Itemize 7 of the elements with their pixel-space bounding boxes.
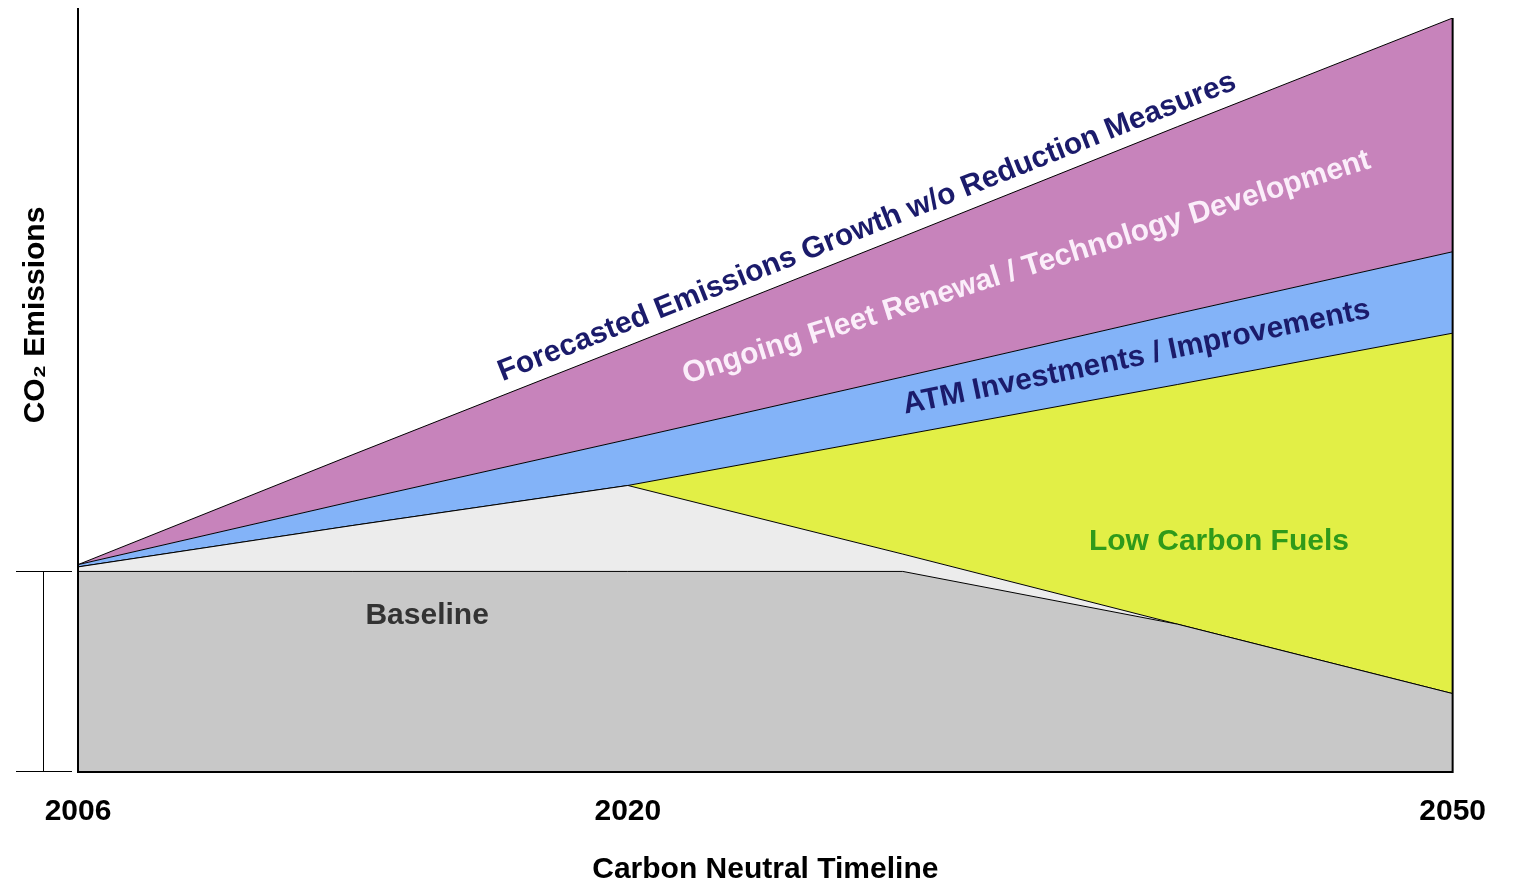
x-tick-label: 2050 — [1419, 793, 1487, 827]
series-label: Baseline — [365, 596, 489, 630]
x-axis-title: Carbon Neutral Timeline — [592, 851, 939, 885]
x-tick-label: 2006 — [44, 793, 112, 827]
x-tick-label: 2020 — [594, 793, 662, 827]
series-label: Low Carbon Fuels — [1088, 523, 1349, 557]
y-axis-title: CO₂ Emissions — [17, 206, 51, 424]
